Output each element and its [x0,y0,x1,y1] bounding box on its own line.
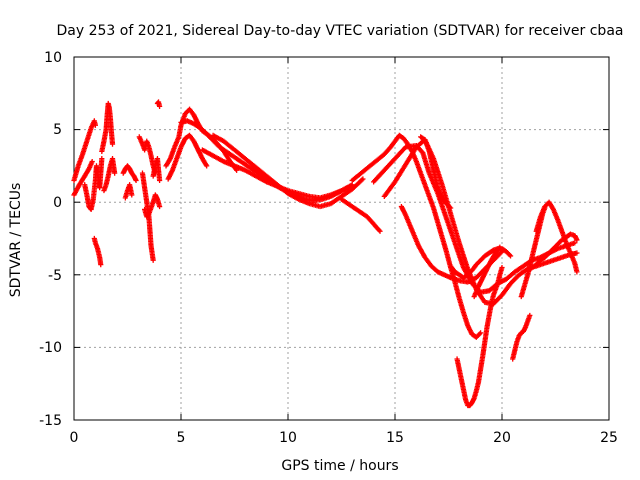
data-point [359,177,365,183]
data-point [507,253,514,259]
chart-title: Day 253 of 2021, Sidereal Day-to-day VTE… [57,23,624,39]
series-t5b [122,182,135,201]
data-point [478,330,484,336]
data-point [574,250,580,256]
tick-marks [73,56,610,421]
data-point [527,312,533,319]
y-tick-label: -5 [48,268,62,284]
data-point [497,244,503,250]
data-point [572,240,578,246]
data-point [499,264,505,271]
data-point [360,176,366,182]
data-point [377,228,383,234]
series-t1 [82,156,105,213]
series-t19 [398,203,505,285]
y-tick-label: 0 [53,195,62,211]
series-t20 [418,134,454,211]
x-axis-label: GPS time / hours [281,458,398,474]
data-point [204,163,210,169]
y-tick-label: 5 [53,122,62,138]
series-t9 [154,99,163,109]
data-point [133,177,139,184]
data-point [112,170,118,176]
series-t8b [150,156,163,184]
series-t2 [91,235,104,268]
series-t23 [471,244,503,300]
data-point [99,156,105,162]
series-t15 [338,196,383,234]
series-t26 [533,199,580,275]
data-point [89,158,95,165]
data-markers [71,99,580,409]
series-t4 [101,156,118,194]
series-t3 [99,100,116,154]
series-t5 [120,163,139,184]
data-point [98,262,104,268]
x-tick-label: 5 [177,430,186,446]
data-point [157,103,163,109]
y-tick-label: -15 [39,413,62,429]
series-t24 [510,312,533,362]
x-tick-label: 0 [70,430,79,446]
data-point [574,237,580,243]
data-point [129,192,135,198]
x-tick-label: 15 [386,430,404,446]
x-tick-label: 20 [493,430,511,446]
x-tick-label: 10 [279,430,297,446]
series-t8 [142,192,163,220]
data-point [157,177,163,184]
data-point [574,269,580,275]
data-point [92,122,98,128]
series-t11 [165,132,210,182]
series-t0b [71,158,95,198]
x-tick-label: 25 [600,430,618,446]
plot-frame [73,56,610,421]
data-point [109,141,116,147]
data-point [448,205,454,211]
series-t27 [525,231,580,275]
series-t0 [71,118,98,184]
y-axis-label: SDTVAR / TECUs [8,183,24,298]
series-t22 [454,264,505,409]
data-point [376,227,382,233]
data-point [157,203,163,210]
y-tick-label: -10 [39,340,62,356]
data-point [150,257,156,263]
y-tick-label: 10 [44,50,62,66]
series-t14 [210,132,366,210]
